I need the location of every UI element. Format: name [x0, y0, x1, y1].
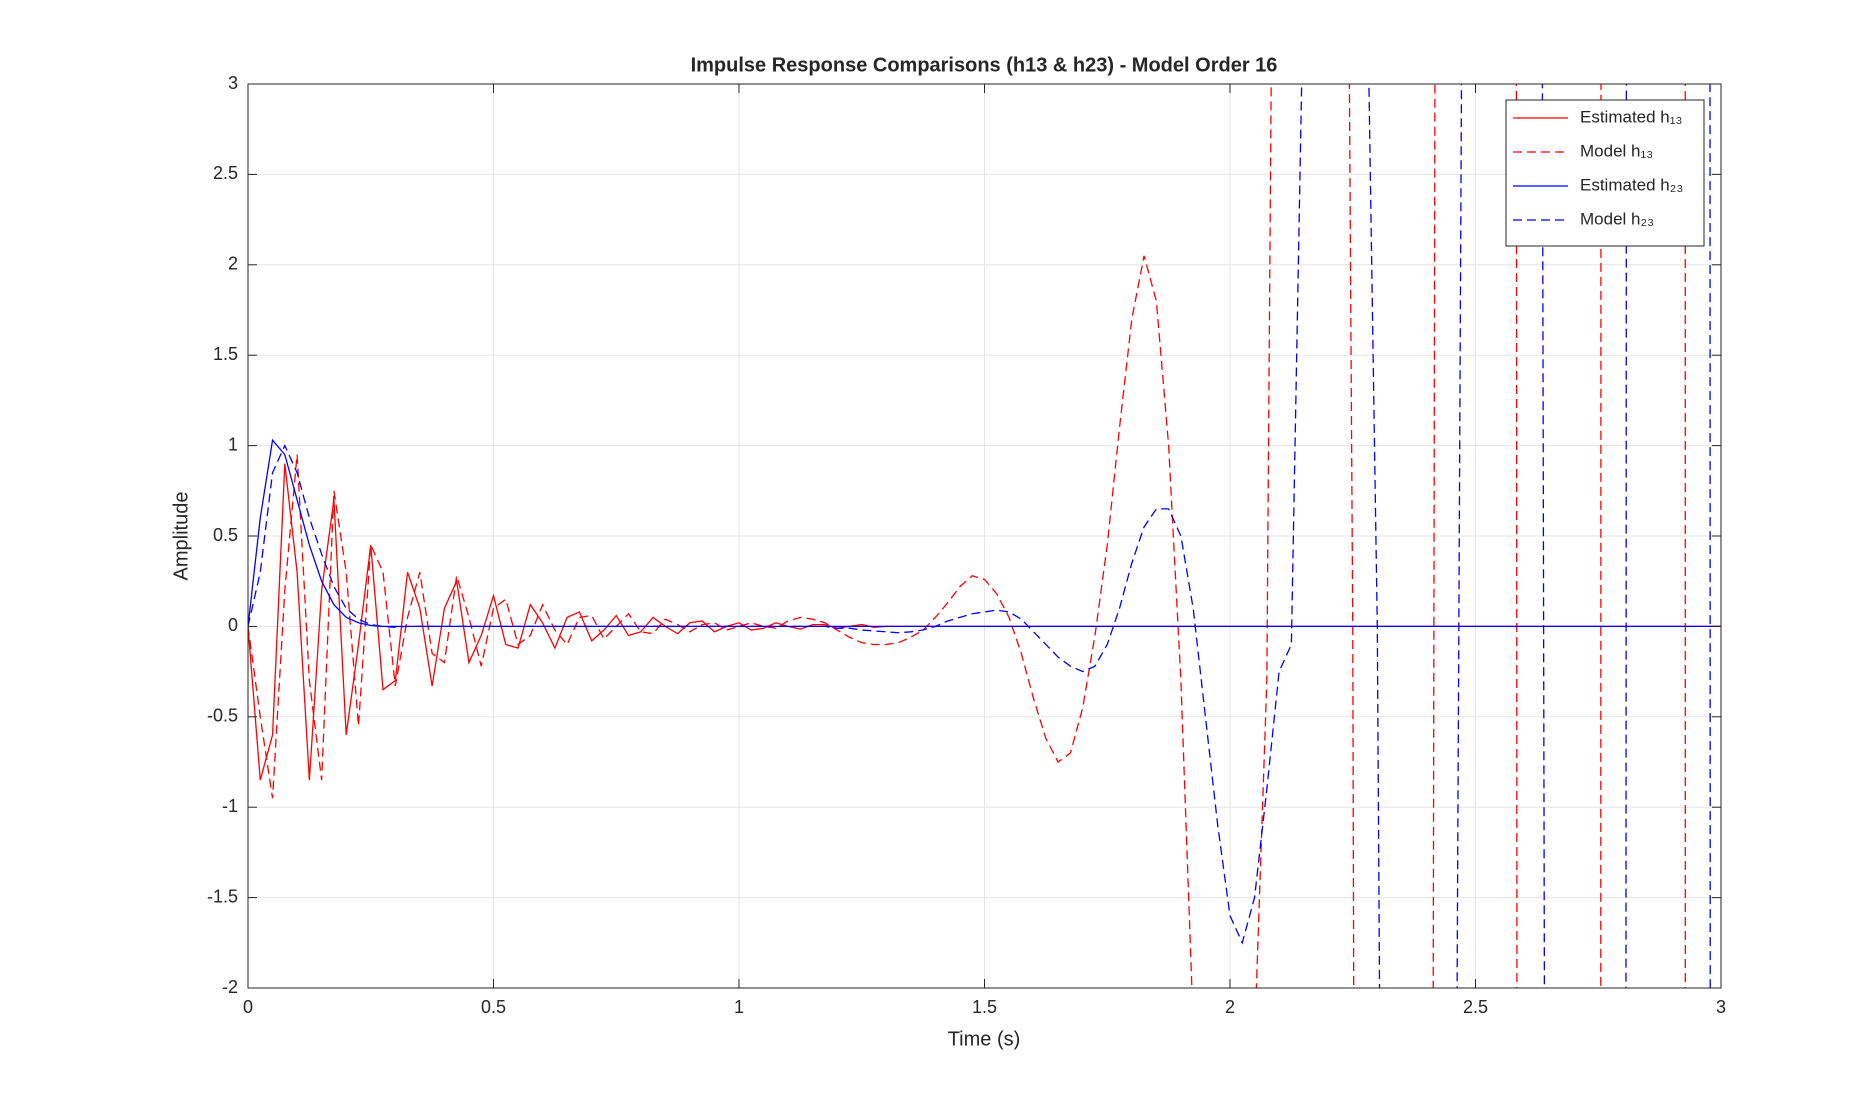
legend-label: Model h₁₃	[1580, 141, 1653, 160]
legend-label: Model h₂₃	[1580, 209, 1654, 228]
y-axis-label: Amplitude	[170, 492, 192, 581]
ticks: 0 0.5 1 1.5 2 2.5 3 -2 -1.5 -1 -0.5 0 0.5 1 1.5 2 2.5 3	[207, 73, 1726, 1017]
y-tick-label: 0	[228, 615, 238, 635]
y-tick-label: 1	[228, 434, 238, 454]
y-tick-label: -1	[222, 796, 238, 816]
x-tick-label: 0	[243, 997, 253, 1017]
y-tick-label: 3	[228, 73, 238, 93]
legend-label: Estimated h₂₃	[1580, 175, 1683, 194]
y-tick-label: -1.5	[207, 886, 238, 906]
x-tick-label: 2.5	[1463, 997, 1488, 1017]
x-tick-label: 2	[1225, 997, 1235, 1017]
chart-title: Impulse Response Comparisons (h13 & h23)…	[691, 54, 1278, 76]
legend-label: Estimated h₁₃	[1580, 107, 1682, 126]
series-line	[248, 84, 1686, 988]
y-tick-label: -2	[222, 977, 238, 997]
y-tick-label: -0.5	[207, 706, 238, 726]
y-tick-label: 0.5	[213, 525, 238, 545]
y-tick-label: 2.5	[213, 163, 238, 183]
lines	[248, 84, 1721, 988]
x-axis-label: Time (s)	[948, 1028, 1021, 1050]
y-tick-label: 2	[228, 254, 238, 274]
x-tick-label: 0.5	[481, 997, 506, 1017]
x-tick-label: 1	[734, 997, 744, 1017]
legend-box	[1505, 99, 1705, 247]
series-line	[248, 84, 1711, 988]
legend: Estimated h₁₃ Model h₁₃ Estimated h₂₃ Model…	[1505, 99, 1705, 247]
x-tick-label: 3	[1716, 997, 1726, 1017]
x-tick-label: 1.5	[972, 997, 997, 1017]
y-tick-label: 1.5	[213, 344, 238, 364]
